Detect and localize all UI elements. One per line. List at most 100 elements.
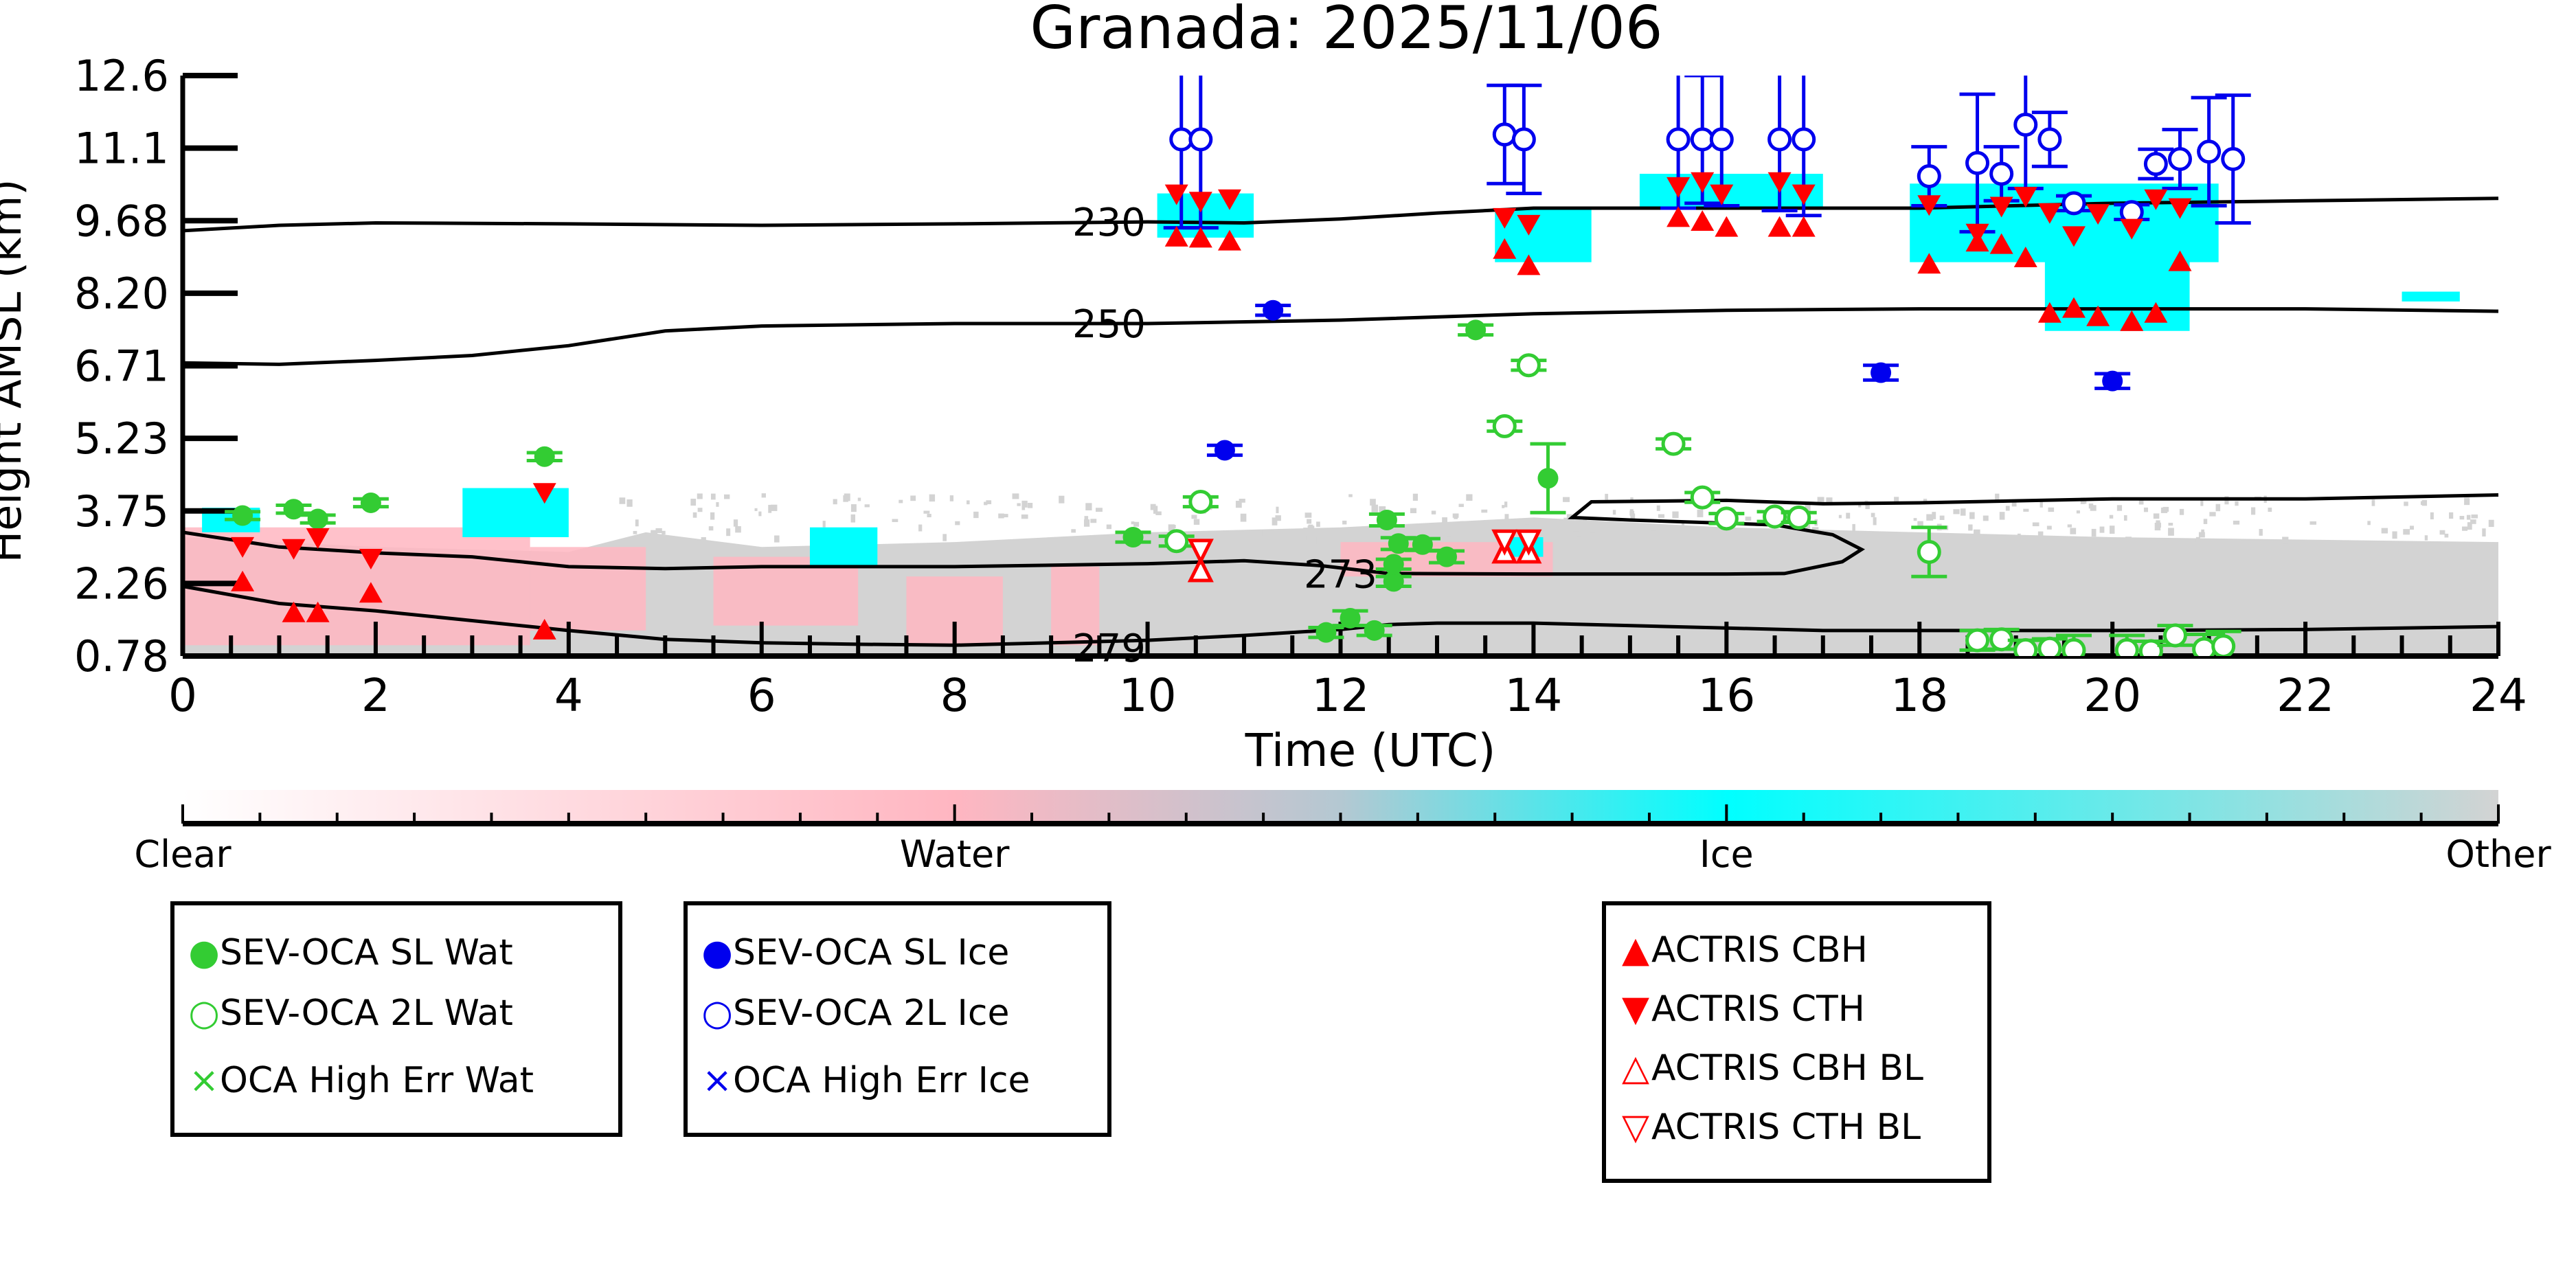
other-cloud-speck xyxy=(1940,516,1945,520)
other-cloud-speck xyxy=(2410,526,2414,530)
point xyxy=(1919,166,1939,187)
other-cloud-speck xyxy=(1359,527,1365,532)
other-cloud-speck xyxy=(620,497,626,504)
other-cloud-speck xyxy=(701,537,706,542)
y-tick-label: 5.23 xyxy=(74,414,169,464)
other-cloud-speck xyxy=(735,526,741,532)
other-cloud-speck xyxy=(710,512,714,520)
other-cloud-speck xyxy=(1717,530,1721,535)
other-cloud-speck xyxy=(2251,507,2255,515)
other-cloud-speck xyxy=(755,508,758,511)
other-cloud-speck xyxy=(2235,501,2238,506)
other-cloud-speck xyxy=(833,499,837,504)
point xyxy=(1518,355,1539,376)
marker-sev-oca-2l-wat xyxy=(1656,433,1691,454)
point xyxy=(534,447,555,467)
other-cloud-speck xyxy=(1630,509,1634,516)
point xyxy=(2213,636,2234,657)
other-cloud-speck xyxy=(1491,524,1498,528)
other-cloud-speck xyxy=(1953,509,1959,514)
other-cloud-speck xyxy=(2382,528,2388,534)
other-cloud-speck xyxy=(843,495,848,502)
other-cloud-speck xyxy=(2367,521,2371,525)
other-cloud-speck xyxy=(2100,527,2105,533)
y-axis-label: Height AMSL (km) xyxy=(0,179,31,563)
contour-label: 273 xyxy=(1304,553,1377,598)
point xyxy=(1768,216,1792,237)
contour-label: 230 xyxy=(1072,201,1146,245)
marker-sev-oca-sl-ice xyxy=(1207,440,1243,460)
other-cloud-speck xyxy=(2372,499,2375,506)
other-cloud-speck xyxy=(709,526,714,530)
other-cloud-speck xyxy=(2040,501,2043,508)
other-cloud-speck xyxy=(1151,504,1156,510)
other-cloud-speck xyxy=(1090,519,1096,523)
point xyxy=(1691,210,1714,231)
marker-sev-oca-2l-wat xyxy=(1684,487,1720,508)
other-cloud-speck xyxy=(2392,532,2397,539)
marker-actris-cbh xyxy=(1715,216,1738,237)
other-cloud-speck xyxy=(1934,533,1937,539)
other-cloud-speck xyxy=(626,499,632,507)
other-cloud-speck xyxy=(2489,520,2494,527)
other-cloud-speck xyxy=(2083,501,2086,504)
other-cloud-speck xyxy=(2168,528,2174,535)
point xyxy=(232,506,253,526)
other-cloud-speck xyxy=(1348,494,1353,497)
other-cloud-speck xyxy=(1303,528,1307,532)
other-cloud-speck xyxy=(2464,497,2470,505)
point xyxy=(1716,508,1737,529)
other-cloud-speck xyxy=(967,500,970,504)
other-cloud-speck xyxy=(2216,504,2221,511)
open-circle-icon: ○ xyxy=(188,993,220,1034)
point xyxy=(1383,554,1404,574)
colorbar-label: Ice xyxy=(1699,833,1754,876)
other-cloud-speck xyxy=(1481,510,1487,513)
point xyxy=(1263,300,1283,321)
point xyxy=(1494,124,1515,145)
other-cloud-speck xyxy=(724,495,730,499)
other-cloud-speck xyxy=(651,530,657,536)
other-cloud-speck xyxy=(1846,513,1850,519)
point xyxy=(1991,163,2012,184)
point xyxy=(308,509,328,530)
filled-circle-icon: ● xyxy=(188,932,220,973)
point xyxy=(1692,129,1713,150)
other-cloud-speck xyxy=(1590,532,1596,536)
other-cloud-speck xyxy=(774,535,780,542)
other-cloud-speck xyxy=(697,493,703,499)
other-cloud-speck xyxy=(2440,530,2445,535)
other-cloud-speck xyxy=(1871,513,1875,517)
marker-actris-cbh xyxy=(1691,210,1714,231)
marker-sev-oca-sl-ice xyxy=(1863,363,1899,383)
other-cloud-speck xyxy=(1745,517,1752,521)
other-cloud-speck xyxy=(1459,504,1464,507)
ice-cloud-region xyxy=(2402,292,2460,302)
x-tick-label: 6 xyxy=(747,669,776,722)
colorbar-label: Water xyxy=(900,833,1010,876)
other-cloud-speck xyxy=(726,528,730,536)
other-cloud-speck xyxy=(1563,497,1570,502)
legend-item-cth: ▼ACTRIS CTH xyxy=(1620,986,1865,1030)
x-tick-label: 2 xyxy=(361,669,390,722)
legend-actris: ▲ACTRIS CBH ▼ACTRIS CTH △ACTRIS CBH BL ▽… xyxy=(1602,901,1991,1183)
other-cloud-speck xyxy=(1651,531,1656,534)
other-cloud-speck xyxy=(1342,521,1346,525)
marker-sev-oca-2l-ice xyxy=(2138,149,2173,179)
point xyxy=(2102,371,2123,392)
other-cloud-speck xyxy=(2047,526,2052,529)
other-cloud-speck xyxy=(1969,512,1975,519)
other-cloud-speck xyxy=(2282,536,2288,543)
colorbar-label: Other xyxy=(2445,833,2551,876)
other-cloud-speck xyxy=(2000,512,2005,519)
marker-sev-oca-sl-ice xyxy=(1255,300,1291,321)
point xyxy=(361,493,381,513)
point xyxy=(1436,547,1457,567)
other-cloud-speck xyxy=(1442,517,1447,524)
marker-sev-oca-sl-ice xyxy=(2094,371,2130,392)
other-cloud-speck xyxy=(929,495,935,501)
other-cloud-speck xyxy=(1466,494,1472,501)
other-cloud-speck xyxy=(1241,514,1247,522)
other-cloud-speck xyxy=(1262,530,1266,536)
other-cloud-speck xyxy=(662,531,665,534)
